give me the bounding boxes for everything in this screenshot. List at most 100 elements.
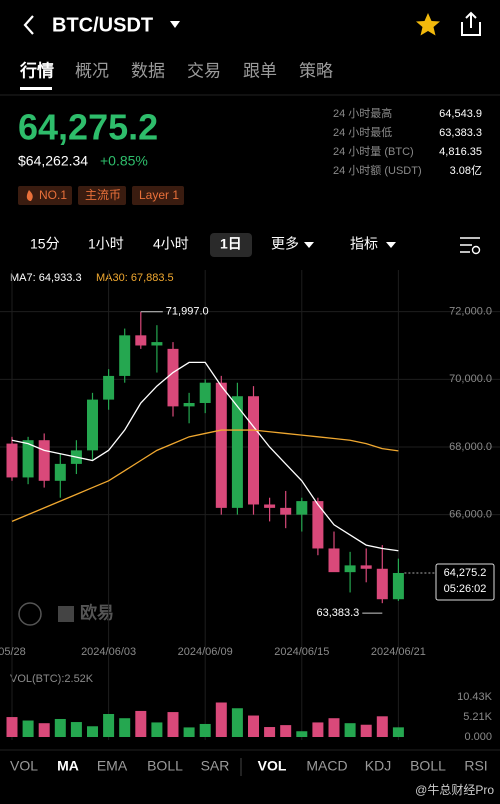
candle-body [87,399,98,451]
candle-body [360,565,372,569]
candle-body [199,382,211,403]
tab[interactable]: 交易 [187,61,221,80]
interval[interactable]: 4小时 [153,236,189,252]
candle-body [38,440,50,481]
volume-bar [70,722,82,737]
volume-bar [296,731,308,737]
indicator[interactable]: VOL [258,758,287,774]
tag[interactable]: 主流币 [85,188,121,202]
volume-bar [231,708,243,737]
candle-body [376,568,388,600]
tab[interactable]: 数据 [131,61,165,80]
interval[interactable]: 更多 [271,236,299,252]
volume-bar [119,718,131,737]
symbol-dropdown[interactable] [170,21,180,28]
candle-body [119,335,131,376]
candle-body [328,548,340,573]
usd-price: $64,262.34 [18,153,88,169]
annotation: 63,383.3 [316,607,359,619]
candle-body [312,501,324,549]
stat-label: 24 小时量 (BTC) [333,145,414,158]
candle-body [296,501,308,515]
dropdown [304,242,314,248]
expand-icon[interactable] [18,602,42,626]
tags: NO.1 主流币 Layer 1 [18,186,184,205]
y-tick-label: 72,000.0 [449,306,492,318]
symbol[interactable]: BTC/USDT [52,14,153,36]
tab[interactable]: 策略 [299,61,333,80]
candle-body [264,504,276,508]
legend-value: 67,883.5 [131,272,174,284]
candle-body [151,342,163,346]
back-button[interactable] [23,15,34,35]
stat-value: 64,543.9 [439,108,482,120]
flame-icon [26,190,33,201]
settings-icon[interactable] [460,237,480,253]
volume-bar [280,725,292,737]
stat-label: 24 小时最高 [333,106,392,120]
legend-name: MA7: [10,272,36,284]
interval[interactable]: 15分 [30,236,60,252]
indicator[interactable]: MACD [306,758,347,774]
tag[interactable]: Layer 1 [139,188,179,202]
indicator[interactable]: KDJ [365,758,391,774]
interval[interactable]: 1日 [220,236,242,252]
indicator[interactable]: BOLL [410,758,446,774]
x-tick-label: 2024/06/21 [371,646,426,658]
volume-title: VOL(BTC):2.52K [10,673,94,685]
indicator[interactable]: EMA [97,758,128,774]
volume-bar [103,713,115,737]
stat-label: 24 小时额 (USDT) [333,164,422,177]
x-tick-label: 2024/06/03 [81,646,136,658]
interval[interactable]: 1小时 [88,236,124,252]
tab[interactable]: 概况 [75,61,109,80]
y-tick-label: 66,000.0 [449,509,492,521]
tag[interactable]: NO.1 [39,188,67,202]
volume-bar [183,727,195,737]
volume-bar [392,727,404,737]
volume-bar [264,727,276,737]
legend-value: 64,933.3 [39,272,82,284]
tab-underline [20,87,52,90]
watermark-text: 欧易 [80,602,114,622]
volume-bar [199,723,211,737]
tag-bg [78,186,126,205]
indicator[interactable]: MA [57,758,79,774]
candle-body [103,375,115,400]
tab[interactable]: 跟单 [243,61,277,80]
candle-body [248,396,259,505]
volume-bar [215,702,227,737]
volume-bar [360,724,372,737]
indicator-tabs: VOL MA EMA BOLL SAR VOL MACD KDJ BOLL RS… [10,758,488,776]
tabs: 行情 概况 数据 交易 跟单 策略 [19,60,333,90]
volume-bar [38,723,50,737]
indicator[interactable]: SAR [201,758,230,774]
ma30-legend: MA30: 67,883.5 [96,272,174,284]
interval[interactable]: 指标 [350,236,378,252]
volume-bar [376,716,388,737]
stats: 24 小时最高 64,543.9 24 小时最低 63,383.3 24 小时量… [333,106,482,177]
ma-line [11,429,399,523]
volume-bar [151,722,163,737]
favorite-star[interactable] [416,13,440,36]
dropdown [386,242,396,248]
indicator[interactable]: VOL [10,758,38,774]
volume-bar [87,726,98,737]
volume-bar [344,723,356,737]
watermark: 欧易 [18,602,114,626]
volume-bar [54,718,66,737]
candle-body [54,463,66,481]
tab[interactable]: 行情 [19,60,54,80]
stat-label: 24 小时最低 [333,126,392,139]
ma7-legend: MA7: 64,933.3 [10,272,82,284]
candle-body [6,443,18,478]
stat-value: 4,816.35 [439,146,482,158]
indicator[interactable]: RSI [464,758,487,774]
indicator[interactable]: BOLL [147,758,183,774]
share-button[interactable] [461,11,481,36]
candle-body [392,572,404,600]
volume-bar [312,722,324,737]
volume-tick-label: 5.21K [463,711,492,723]
